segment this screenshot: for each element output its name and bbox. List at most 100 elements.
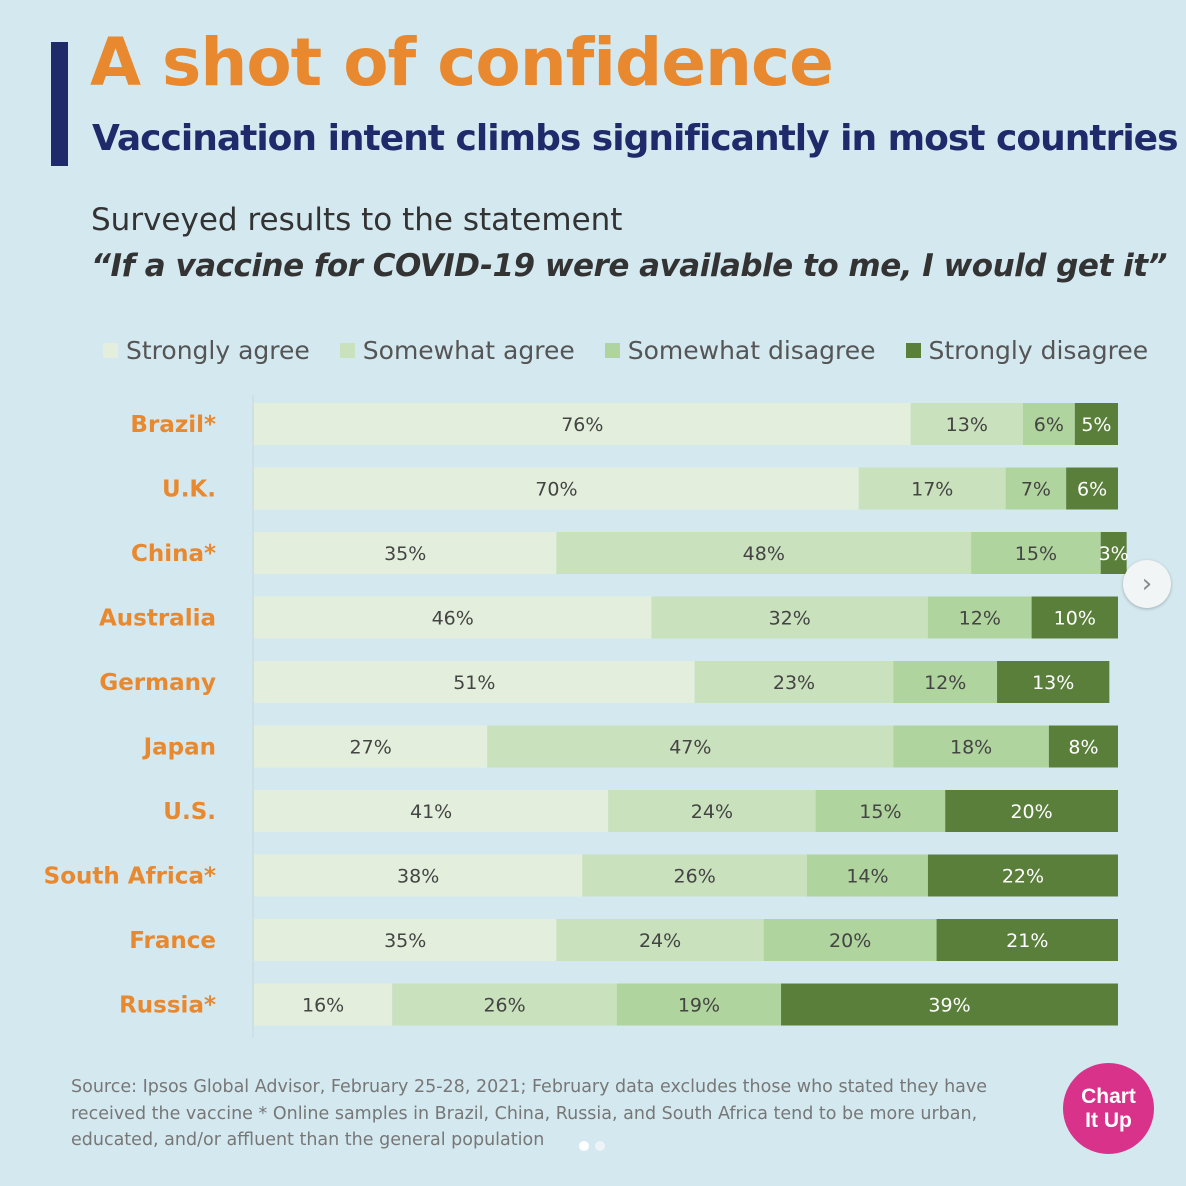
bar-segment-strongly-agree bbox=[254, 919, 557, 961]
chevron-right-icon[interactable]: › bbox=[1123, 560, 1171, 608]
data-label: 48% bbox=[743, 543, 785, 565]
legend-swatch bbox=[905, 343, 921, 358]
bar-segment-strongly-agree bbox=[254, 854, 583, 897]
bar-segment-somewhat-disagree bbox=[1005, 467, 1067, 510]
legend-item-somewhat-agree: Somewhat agree bbox=[339, 336, 575, 365]
legend-label: Strongly agree bbox=[126, 336, 310, 365]
source-note: Source: Ipsos Global Advisor, February 2… bbox=[71, 1077, 988, 1150]
data-label: 3% bbox=[1099, 543, 1129, 565]
data-label: 41% bbox=[410, 801, 452, 823]
legend-swatch bbox=[604, 343, 620, 358]
bar-segment-somewhat-agree bbox=[651, 596, 928, 639]
chart-it-up-logo: Chart It Up bbox=[1063, 1063, 1154, 1154]
bar-segment-somewhat-disagree bbox=[893, 725, 1049, 768]
category-label: China* bbox=[131, 541, 216, 567]
legend-label: Somewhat disagree bbox=[627, 336, 876, 365]
bar-segment-somewhat-agree bbox=[392, 983, 617, 1026]
data-label: 16% bbox=[302, 995, 344, 1017]
category-label: U.S. bbox=[163, 799, 216, 825]
bar-segment-strongly-disagree bbox=[781, 983, 1118, 1026]
bar-segment-strongly-disagree bbox=[936, 919, 1118, 961]
bar-segment-somewhat-agree bbox=[556, 919, 764, 961]
data-label: 38% bbox=[397, 866, 439, 888]
bar-segment-somewhat-disagree bbox=[616, 983, 782, 1026]
data-label: 26% bbox=[674, 866, 716, 888]
bar-segment-somewhat-disagree bbox=[1022, 403, 1075, 445]
legend-swatch bbox=[339, 343, 355, 358]
bar-segment-strongly-disagree bbox=[1100, 532, 1127, 574]
category-label: France bbox=[129, 928, 216, 954]
bar-segment-strongly-agree bbox=[254, 790, 609, 832]
bar-segment-strongly-agree bbox=[254, 983, 393, 1026]
category-label: Brazil* bbox=[130, 412, 216, 438]
bar-segment-strongly-disagree bbox=[1074, 403, 1118, 445]
carousel-dots bbox=[579, 1141, 611, 1151]
chart-legend: Strongly agree Somewhat agree Somewhat dis… bbox=[103, 336, 1148, 365]
bar-segment-strongly-agree bbox=[254, 532, 557, 574]
carousel-dot-1[interactable] bbox=[579, 1141, 589, 1151]
bar-segment-strongly-disagree bbox=[1066, 467, 1118, 510]
title-accent-bar bbox=[51, 42, 68, 166]
category-label: Australia bbox=[99, 606, 216, 632]
legend-item-strongly-agree: Strongly agree bbox=[103, 336, 310, 365]
bar-segment-somewhat-disagree bbox=[815, 790, 946, 832]
data-label: 6% bbox=[1034, 414, 1064, 436]
legend-item-somewhat-disagree: Somewhat disagree bbox=[604, 336, 876, 365]
carousel-dot-2[interactable] bbox=[595, 1141, 605, 1151]
bar-segment-strongly-disagree bbox=[1031, 596, 1118, 639]
data-label: 18% bbox=[950, 737, 992, 759]
bar-segment-somewhat-agree bbox=[487, 725, 894, 768]
data-label: 27% bbox=[350, 737, 392, 759]
bar-segment-somewhat-agree bbox=[556, 532, 972, 574]
data-label: 20% bbox=[1010, 801, 1052, 823]
data-label: 13% bbox=[946, 414, 988, 436]
legend-swatch bbox=[103, 343, 118, 358]
bar-segment-somewhat-agree bbox=[582, 854, 807, 897]
legend-label: Strongly disagree bbox=[928, 336, 1149, 365]
bar-segment-strongly-agree bbox=[254, 467, 859, 510]
data-label: 35% bbox=[384, 543, 426, 565]
data-label: 13% bbox=[1032, 672, 1074, 694]
bar-segment-strongly-disagree bbox=[1048, 725, 1118, 768]
page-subtitle: Vaccination intent climbs significantly … bbox=[92, 118, 1179, 159]
data-label: 47% bbox=[669, 737, 711, 759]
page-title: A shot of confidence bbox=[90, 24, 834, 101]
bar-segment-somewhat-agree bbox=[694, 661, 894, 703]
data-label: 26% bbox=[483, 995, 525, 1017]
bar-segment-somewhat-agree bbox=[608, 790, 816, 832]
bar-segment-strongly-disagree bbox=[945, 790, 1118, 832]
bar-segment-strongly-agree bbox=[254, 661, 695, 703]
bar-segment-somewhat-disagree bbox=[806, 854, 928, 897]
data-label: 24% bbox=[691, 801, 733, 823]
data-label: 5% bbox=[1081, 414, 1111, 436]
category-label: Russia* bbox=[119, 993, 216, 1019]
data-label: 6% bbox=[1077, 479, 1107, 501]
bar-segment-strongly-agree bbox=[254, 403, 911, 445]
data-label: 12% bbox=[924, 672, 966, 694]
data-label: 39% bbox=[928, 995, 970, 1017]
bar-segment-somewhat-disagree bbox=[893, 661, 998, 703]
logo-line-2: It Up bbox=[1085, 1108, 1132, 1132]
data-label: 14% bbox=[846, 866, 888, 888]
data-label: 51% bbox=[453, 672, 495, 694]
category-label: Germany bbox=[99, 670, 216, 696]
data-label: 10% bbox=[1054, 608, 1096, 630]
data-label: 17% bbox=[911, 479, 953, 501]
data-label: 24% bbox=[639, 930, 681, 952]
data-label: 76% bbox=[561, 414, 603, 436]
bar-segment-somewhat-agree bbox=[910, 403, 1023, 445]
data-label: 19% bbox=[678, 995, 720, 1017]
bar-segment-somewhat-disagree bbox=[927, 596, 1032, 639]
data-label: 8% bbox=[1068, 737, 1098, 759]
legend-item-strongly-disagree: Strongly disagree bbox=[905, 336, 1149, 365]
bar-segment-somewhat-disagree bbox=[763, 919, 937, 961]
data-label: 46% bbox=[432, 608, 474, 630]
data-label: 7% bbox=[1021, 479, 1051, 501]
data-label: 70% bbox=[535, 479, 577, 501]
data-label: 21% bbox=[1006, 930, 1048, 952]
data-label: 15% bbox=[1015, 543, 1057, 565]
data-label: 23% bbox=[773, 672, 815, 694]
category-label: U.K. bbox=[162, 477, 216, 503]
bar-segment-strongly-agree bbox=[254, 725, 488, 768]
logo-line-1: Chart bbox=[1081, 1084, 1136, 1108]
